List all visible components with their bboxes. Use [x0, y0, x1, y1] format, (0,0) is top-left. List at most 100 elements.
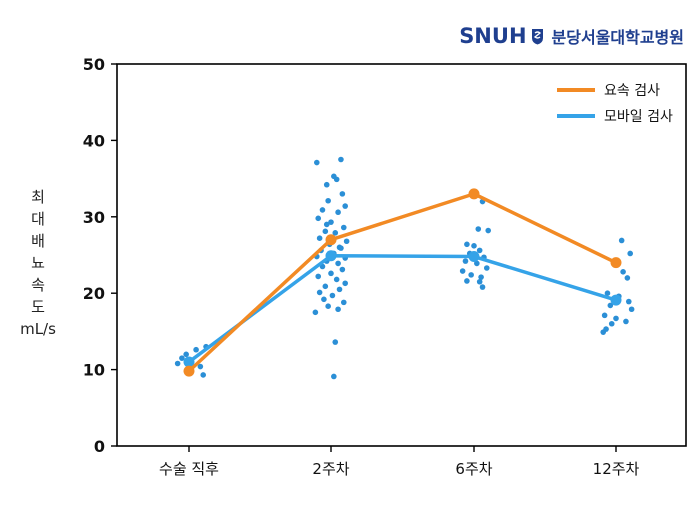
y-axis-label-char: 속	[31, 276, 45, 294]
x-tick-label: 2주차	[312, 460, 349, 478]
series-point	[183, 365, 195, 377]
logo-snuh-text: SNUH	[459, 24, 527, 48]
scatter-point	[325, 197, 331, 204]
scatter-point	[328, 270, 334, 277]
scatter-point	[474, 260, 480, 267]
scatter-point	[620, 269, 626, 275]
y-tick-label: 0	[94, 437, 105, 456]
scatter-point	[335, 306, 341, 313]
series-line	[187, 192, 617, 373]
scatter-point	[193, 346, 199, 353]
scatter-point	[322, 283, 329, 290]
legend-label: 요속 검사	[604, 83, 660, 99]
y-tick-label: 40	[83, 131, 105, 150]
scatter-point	[312, 309, 319, 316]
y-axis-unit: mL/s	[20, 320, 56, 338]
scatter-point	[340, 299, 347, 306]
scatter-point	[315, 273, 322, 280]
scatter-point	[479, 284, 486, 290]
scatter-point	[329, 292, 336, 299]
scatter-point	[339, 266, 346, 273]
scatter-point	[200, 372, 206, 378]
scatter-point	[600, 329, 607, 335]
scatter-point	[483, 265, 490, 271]
series-point	[610, 294, 622, 306]
scatter-point	[315, 215, 322, 222]
x-tick-label: 12주차	[593, 460, 640, 478]
scatter-point	[316, 235, 323, 241]
scatter-point	[328, 219, 334, 225]
series-lines	[183, 188, 622, 377]
scatter-point	[332, 339, 339, 345]
series-point	[325, 250, 337, 262]
scatter-point	[462, 258, 469, 264]
y-axis-label-char: 도	[31, 298, 45, 316]
scatter-point	[183, 351, 189, 358]
scatter-point	[179, 355, 185, 361]
scatter-point	[613, 315, 619, 322]
scatter-point	[627, 250, 633, 257]
series-point	[468, 188, 480, 200]
x-tick-label: 수술 직후	[159, 460, 219, 478]
scatter-point	[342, 203, 349, 209]
scatter-point	[321, 296, 327, 303]
scatter-point	[342, 280, 349, 287]
scatter-point	[475, 226, 482, 232]
scatter-point	[338, 245, 344, 251]
y-axis-label-char: 뇨	[31, 254, 45, 272]
scatter-point	[197, 363, 204, 370]
scatter-point	[331, 373, 337, 380]
scatter-point	[476, 247, 483, 254]
scatter-point	[459, 268, 466, 274]
series-line	[187, 254, 617, 364]
scatter-point	[608, 320, 615, 327]
scatter-point	[340, 224, 347, 231]
y-tick-label: 30	[83, 208, 105, 227]
scatter-point	[338, 156, 344, 163]
scatter-point	[314, 159, 320, 166]
scatter-point	[604, 290, 611, 297]
scatter-point	[174, 360, 181, 367]
scatter-point	[464, 241, 470, 248]
y-tick-label: 50	[83, 55, 105, 74]
scatter-point	[478, 274, 484, 280]
scatter-point	[623, 318, 629, 325]
scatter-point	[323, 181, 330, 188]
y-axis-label: 최 대 배 뇨 속 도 mL/s	[18, 186, 58, 340]
scatter-point	[471, 243, 477, 249]
scatter-point	[335, 209, 341, 216]
x-tick-label: 6주차	[455, 460, 492, 478]
scatter-point	[322, 228, 329, 235]
hospital-name: 분당서울대학교병원	[551, 28, 684, 47]
scatter-point	[628, 306, 635, 313]
scatter-points	[174, 156, 635, 380]
scatter-point	[625, 298, 632, 305]
scatter-point	[476, 278, 483, 285]
y-tick-label: 20	[83, 284, 105, 303]
scatter-point	[333, 176, 340, 183]
y-axis-label-char: 대	[31, 210, 45, 228]
axes: 0 10 20 30 40 50 수술 직후 2주차 6주차 12주차	[83, 55, 687, 478]
scatter-point	[319, 207, 326, 213]
series-point	[610, 257, 622, 269]
scatter-point	[464, 278, 470, 284]
scatter-point	[485, 227, 492, 234]
scatter-point	[607, 302, 614, 309]
scatter-point	[601, 312, 608, 319]
logo-emblem-icon	[531, 28, 544, 45]
scatter-point	[624, 275, 631, 281]
scatter-point	[343, 238, 350, 245]
legend-label: 모바일 검사	[604, 109, 673, 125]
scatter-point	[332, 230, 339, 236]
scatter-point	[339, 191, 346, 197]
hospital-logo: SNUH 분당서울대학교병원	[459, 24, 684, 48]
y-tick-label: 10	[83, 361, 105, 380]
series-point	[183, 356, 195, 368]
scatter-point	[323, 221, 330, 228]
scatter-point	[336, 286, 343, 293]
series-point	[325, 234, 337, 246]
scatter-point	[335, 260, 341, 267]
y-axis-label-char: 최	[31, 188, 45, 206]
scatter-point	[333, 276, 340, 283]
